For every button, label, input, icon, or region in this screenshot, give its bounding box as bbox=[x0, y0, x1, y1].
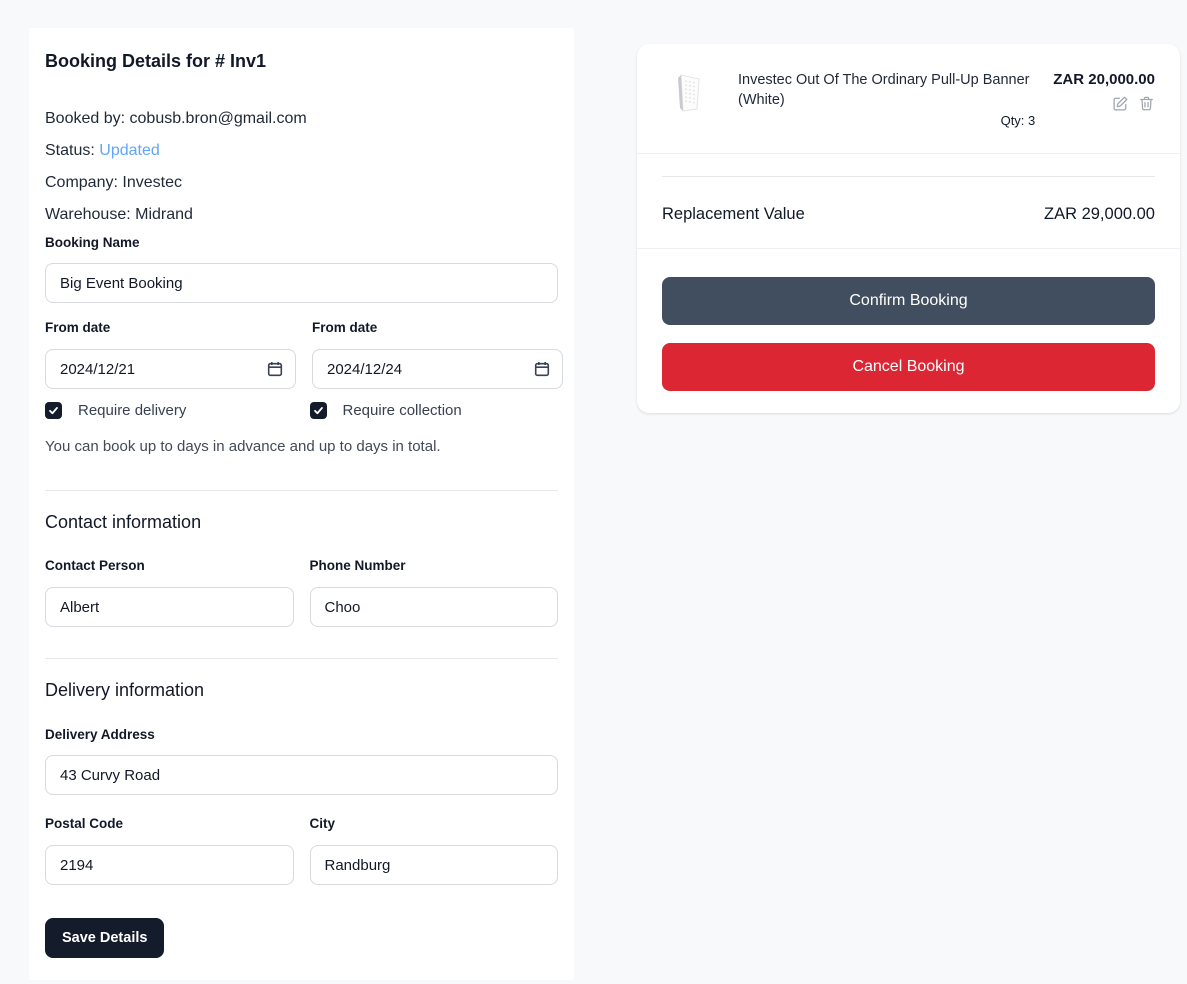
booking-info-block: Booked by: cobusb.bron@gmail.com Status:… bbox=[45, 107, 558, 227]
warehouse-label: Warehouse: bbox=[45, 206, 131, 223]
company-label: Company: bbox=[45, 174, 118, 191]
product-main: Investec Out Of The Ordinary Pull-Up Ban… bbox=[738, 70, 1035, 128]
checkbox-row: Require delivery Require collection bbox=[45, 402, 558, 419]
product-name: Investec Out Of The Ordinary Pull-Up Ban… bbox=[738, 72, 1030, 108]
contact-person-field: Contact Person bbox=[45, 558, 294, 627]
require-delivery-item: Require delivery bbox=[45, 402, 294, 419]
replacement-value-label: Replacement Value bbox=[662, 205, 805, 223]
from-date-field: From date bbox=[45, 320, 296, 389]
to-date-input[interactable] bbox=[312, 349, 563, 389]
totals-divider bbox=[662, 176, 1155, 177]
edit-item-button[interactable] bbox=[1112, 95, 1129, 112]
to-date-value[interactable] bbox=[327, 360, 526, 378]
page-title: Booking Details for # Inv1 bbox=[45, 51, 267, 71]
card-actions: Confirm Booking Cancel Booking bbox=[637, 249, 1180, 415]
check-icon bbox=[313, 407, 323, 415]
city-field: City bbox=[309, 816, 558, 885]
contact-section-title: Contact information bbox=[45, 512, 202, 532]
section-divider bbox=[45, 490, 558, 491]
edit-pencil-icon bbox=[1113, 96, 1128, 111]
product-price: ZAR 20,000.00 bbox=[1053, 71, 1155, 88]
status-line: Status: Updated bbox=[45, 139, 558, 163]
require-collection-checkbox[interactable] bbox=[309, 402, 327, 419]
to-date-field: From date bbox=[312, 320, 563, 389]
booking-name-input[interactable] bbox=[45, 263, 558, 303]
status-label: Status: bbox=[45, 142, 95, 159]
city-input[interactable] bbox=[309, 845, 558, 885]
booking-summary-card: Investec Out Of The Ordinary Pull-Up Ban… bbox=[637, 44, 1180, 413]
from-date-label: From date bbox=[45, 320, 111, 335]
booking-details-panel: Booking Details for # Inv1 Booked by: co… bbox=[29, 28, 574, 980]
booking-name-label: Booking Name bbox=[45, 235, 140, 250]
status-badge: Updated bbox=[99, 142, 160, 159]
totals-section: Replacement Value ZAR 29,000.00 bbox=[637, 154, 1180, 249]
product-row: Investec Out Of The Ordinary Pull-Up Ban… bbox=[637, 44, 1180, 154]
delivery-address-label: Delivery Address bbox=[45, 727, 155, 742]
confirm-booking-button[interactable]: Confirm Booking bbox=[662, 277, 1155, 325]
city-label: City bbox=[309, 816, 336, 831]
calendar-icon[interactable] bbox=[267, 361, 283, 377]
booked-by-line: Booked by: cobusb.bron@gmail.com bbox=[45, 107, 558, 131]
require-collection-label: Require collection bbox=[342, 402, 462, 419]
replacement-value-row: Replacement Value ZAR 29,000.00 bbox=[662, 205, 1155, 224]
cancel-booking-button[interactable]: Cancel Booking bbox=[662, 343, 1155, 391]
from-date-input[interactable] bbox=[45, 349, 296, 389]
trash-icon bbox=[1140, 96, 1153, 111]
require-delivery-label: Require delivery bbox=[78, 402, 187, 419]
phone-number-input[interactable] bbox=[309, 587, 558, 627]
product-price-column: ZAR 20,000.00 bbox=[1053, 70, 1155, 112]
delivery-section-title: Delivery information bbox=[45, 680, 205, 700]
contact-fields-row: Contact Person Phone Number bbox=[45, 558, 558, 627]
require-collection-item: Require collection bbox=[309, 402, 559, 419]
booked-by-label: Booked by: bbox=[45, 110, 126, 127]
booking-note: You can book up to days in advance and u… bbox=[45, 438, 441, 455]
postal-code-input[interactable] bbox=[45, 845, 294, 885]
calendar-icon[interactable] bbox=[534, 361, 550, 377]
product-thumbnail bbox=[678, 74, 700, 112]
to-date-label: From date bbox=[312, 320, 378, 335]
check-icon bbox=[49, 407, 58, 415]
postal-code-field: Postal Code bbox=[45, 816, 294, 885]
delivery-address-input[interactable] bbox=[45, 755, 558, 795]
product-action-icons bbox=[1053, 95, 1155, 112]
company-line: Company: Investec bbox=[45, 171, 558, 195]
contact-person-input[interactable] bbox=[45, 587, 294, 627]
from-date-value[interactable] bbox=[60, 360, 259, 378]
postal-city-row: Postal Code City bbox=[45, 816, 558, 885]
phone-number-label: Phone Number bbox=[309, 558, 406, 573]
postal-code-label: Postal Code bbox=[45, 816, 124, 831]
date-fields-row: From date From date bbox=[45, 320, 563, 389]
warehouse-line: Warehouse: Midrand bbox=[45, 203, 558, 227]
product-qty: Qty: 3 bbox=[1000, 113, 1036, 128]
company-value: Investec bbox=[122, 174, 182, 191]
save-details-button[interactable]: Save Details bbox=[45, 918, 165, 958]
section-divider bbox=[45, 658, 558, 659]
booked-by-value: cobusb.bron@gmail.com bbox=[129, 110, 307, 127]
replacement-value-amount: ZAR 29,000.00 bbox=[1044, 205, 1155, 223]
require-delivery-checkbox[interactable] bbox=[45, 402, 62, 419]
delete-item-button[interactable] bbox=[1138, 95, 1155, 112]
contact-person-label: Contact Person bbox=[45, 558, 145, 573]
warehouse-value: Midrand bbox=[135, 206, 193, 223]
phone-number-field: Phone Number bbox=[309, 558, 558, 627]
